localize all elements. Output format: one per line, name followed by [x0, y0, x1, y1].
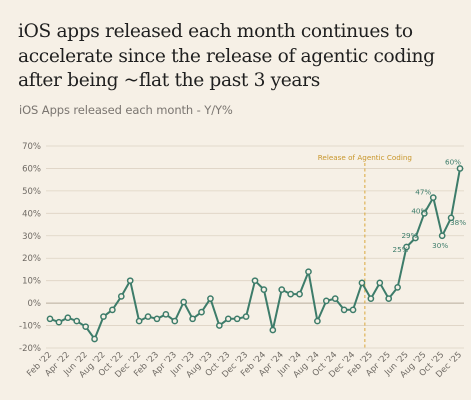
data-label: 40% — [411, 206, 427, 215]
data-point — [403, 243, 410, 251]
y-tick-label: 30% — [22, 232, 41, 242]
data-point — [376, 279, 384, 287]
data-point — [207, 295, 214, 302]
data-point — [287, 290, 295, 298]
data-point — [269, 326, 277, 334]
data-point — [251, 277, 259, 285]
y-tick-label: 20% — [22, 254, 41, 264]
data-point — [73, 317, 81, 325]
data-point — [180, 298, 188, 306]
data-point — [135, 317, 143, 325]
data-label: 29% — [401, 231, 417, 240]
data-point — [82, 323, 90, 331]
label-layer: 25% 29% 40% 47% 30% 38% 60% — [393, 157, 467, 254]
data-label: 47% — [415, 188, 431, 197]
data-point — [412, 234, 419, 242]
y-tick-label: 50% — [22, 187, 41, 197]
chart-subtitle: iOS Apps released each month - Y/Y% — [19, 103, 233, 117]
annotation-layer: Release of Agentic Coding — [318, 153, 412, 350]
data-point — [331, 295, 339, 302]
data-point — [438, 232, 446, 240]
data-point — [117, 293, 125, 300]
data-point — [224, 315, 232, 323]
data-point — [171, 317, 179, 325]
chart-title: iOS apps released each month continues t… — [18, 21, 435, 91]
data-point — [429, 194, 437, 201]
data-point — [162, 310, 170, 318]
data-point — [456, 165, 464, 172]
data-point — [144, 313, 152, 320]
data-point — [278, 286, 286, 293]
data-point — [305, 268, 312, 276]
data-label: 60% — [445, 157, 461, 166]
data-point — [296, 290, 303, 298]
data-point — [420, 209, 428, 217]
data-label: 38% — [450, 218, 466, 227]
data-point — [349, 306, 357, 314]
y-tick-label: 0% — [28, 299, 42, 309]
y-tick-label: 60% — [22, 164, 41, 174]
data-point — [46, 315, 54, 323]
data-point — [55, 318, 63, 326]
annotation-label: Release of Agentic Coding — [318, 153, 412, 162]
y-tick-label: -20% — [19, 344, 41, 354]
data-point — [64, 314, 72, 322]
data-point — [447, 214, 455, 222]
data-point — [242, 313, 250, 320]
data-point — [153, 315, 161, 323]
data-point — [215, 322, 223, 329]
data-point — [260, 286, 268, 293]
series-layer — [46, 165, 464, 343]
data-point — [91, 335, 98, 343]
data-point — [314, 317, 321, 325]
y-tick-label: -10% — [19, 322, 41, 332]
data-point — [385, 295, 393, 302]
data-point — [198, 308, 205, 316]
data-point — [126, 277, 134, 285]
y-tick-label: 70% — [22, 142, 41, 152]
data-point — [189, 315, 196, 323]
data-point — [394, 284, 401, 291]
data-point — [100, 313, 107, 320]
y-tick-label: 40% — [22, 209, 41, 219]
data-label: 25% — [393, 245, 409, 254]
data-point — [367, 295, 375, 302]
grid-layer: -20%-10%0%10%20%30%40%50%60%70%Feb '22Ap… — [19, 142, 464, 380]
data-point — [322, 297, 330, 305]
data-point — [358, 279, 366, 287]
y-tick-label: 10% — [22, 277, 41, 287]
data-point — [109, 306, 116, 314]
data-point — [340, 306, 348, 314]
data-point — [233, 315, 241, 323]
data-label: 30% — [432, 241, 448, 250]
